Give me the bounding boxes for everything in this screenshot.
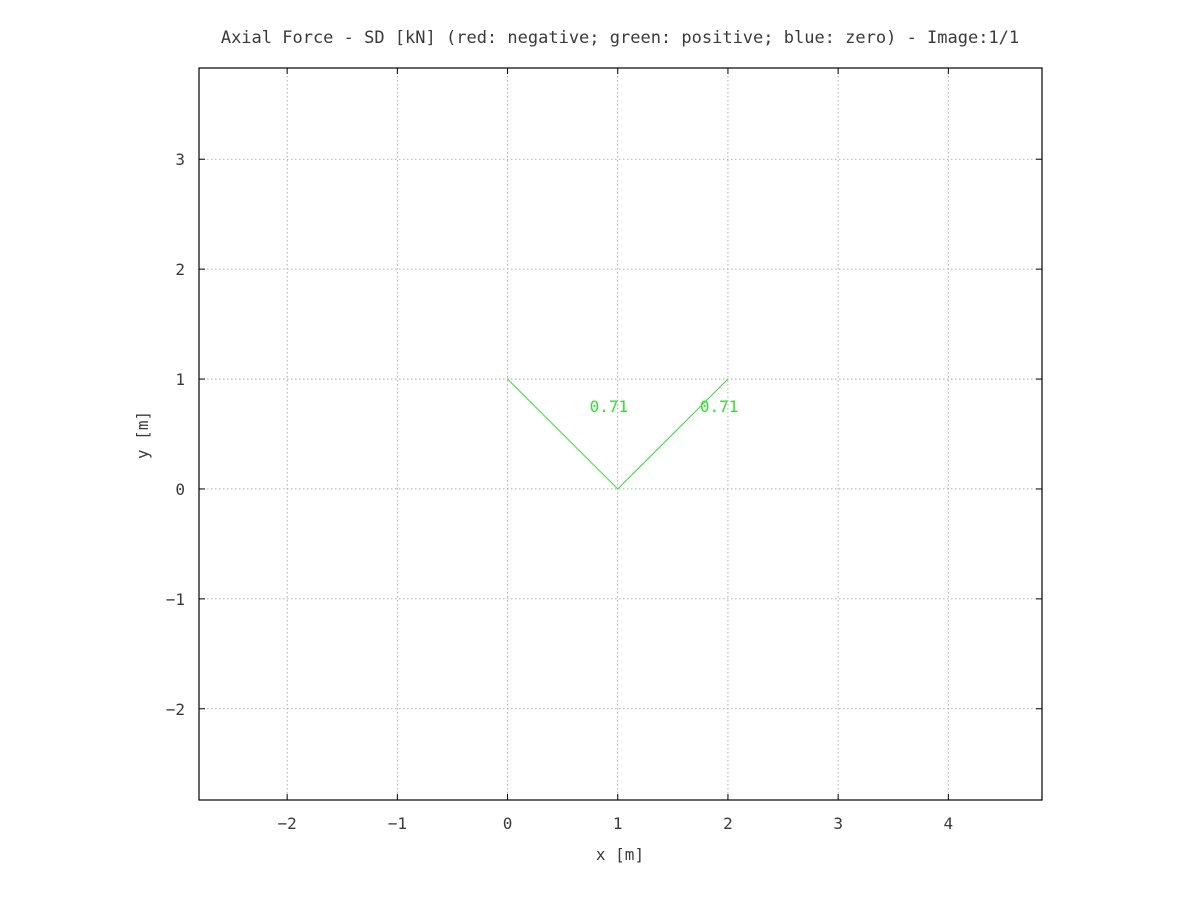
y-tick-label: 2: [175, 260, 185, 279]
y-tick-label: −2: [166, 700, 185, 719]
x-tick-label: 1: [613, 814, 623, 833]
y-tick-label: 0: [175, 480, 185, 499]
x-tick-label: 4: [944, 814, 954, 833]
tick-layer: −2 −1 0 1 2 3 4 −2 −1 0 1 2 3: [166, 68, 1042, 833]
grid-layer: [199, 68, 1042, 800]
member-line-2: [617, 378, 729, 490]
series-layer: 0.71 0.71: [507, 378, 739, 490]
chart-title: Axial Force - SD [kN] (red: negative; gr…: [221, 28, 1019, 48]
x-tick-label: 3: [833, 814, 843, 833]
plot-area-frame: [198, 67, 1043, 801]
y-tick-label: −1: [166, 590, 185, 609]
y-tick-label: 1: [175, 370, 185, 389]
x-tick-label: −1: [388, 814, 407, 833]
member-force-label-2: 0.71: [700, 397, 739, 416]
x-axis-title: x [m]: [596, 845, 644, 864]
y-tick-label: 3: [175, 150, 185, 169]
x-tick-label: 0: [503, 814, 513, 833]
x-tick-label: −2: [278, 814, 297, 833]
x-tick-label: 2: [723, 814, 733, 833]
y-axis-title: y [m]: [133, 411, 152, 459]
member-line-1: [507, 378, 619, 490]
member-force-label-1: 0.71: [590, 397, 629, 416]
